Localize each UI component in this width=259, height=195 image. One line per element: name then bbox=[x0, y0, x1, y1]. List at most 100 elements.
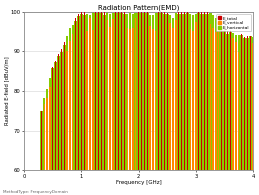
Bar bbox=[137, 13, 140, 170]
Bar bbox=[83, 15, 85, 170]
Bar bbox=[169, 15, 171, 170]
Text: MethodType: FrequencyDomain: MethodType: FrequencyDomain bbox=[3, 190, 67, 194]
Bar bbox=[74, 21, 77, 170]
Bar bbox=[249, 36, 251, 170]
Bar bbox=[149, 26, 151, 170]
Bar bbox=[172, 28, 174, 170]
Bar bbox=[220, 27, 223, 170]
Bar bbox=[81, 12, 82, 170]
Bar bbox=[155, 13, 157, 170]
Bar bbox=[204, 30, 205, 170]
Bar bbox=[252, 37, 254, 170]
Bar bbox=[55, 61, 56, 170]
Bar bbox=[250, 42, 251, 170]
Bar bbox=[227, 44, 228, 170]
Bar bbox=[69, 41, 71, 170]
Bar bbox=[218, 23, 220, 170]
Bar bbox=[141, 24, 142, 170]
Bar bbox=[175, 13, 177, 170]
Bar bbox=[244, 37, 245, 170]
Bar bbox=[203, 14, 206, 170]
Bar bbox=[169, 23, 171, 170]
Bar bbox=[63, 58, 65, 170]
Bar bbox=[61, 61, 62, 170]
Bar bbox=[186, 12, 189, 170]
Bar bbox=[44, 96, 45, 170]
Bar bbox=[46, 98, 48, 170]
Bar bbox=[221, 40, 222, 170]
Bar bbox=[210, 24, 211, 170]
Bar bbox=[106, 20, 108, 170]
Bar bbox=[132, 28, 134, 170]
Bar bbox=[246, 38, 249, 170]
Legend: E_total, E_vertical, E_horizontal: E_total, E_vertical, E_horizontal bbox=[216, 14, 251, 31]
Bar bbox=[143, 13, 146, 170]
Bar bbox=[144, 19, 145, 170]
Bar bbox=[197, 13, 200, 170]
Bar bbox=[155, 31, 156, 170]
Bar bbox=[178, 12, 179, 170]
Bar bbox=[183, 14, 186, 170]
Bar bbox=[66, 36, 68, 170]
Bar bbox=[164, 27, 165, 170]
Bar bbox=[58, 54, 59, 170]
Bar bbox=[57, 56, 60, 170]
Bar bbox=[146, 13, 148, 170]
X-axis label: Frequency [GHz]: Frequency [GHz] bbox=[116, 180, 162, 185]
Bar bbox=[207, 12, 208, 170]
Bar bbox=[135, 18, 136, 170]
Bar bbox=[86, 14, 88, 170]
Bar bbox=[233, 38, 234, 170]
Bar bbox=[240, 35, 243, 170]
Bar bbox=[161, 21, 162, 170]
Bar bbox=[184, 12, 185, 170]
Bar bbox=[221, 25, 222, 170]
Bar bbox=[104, 12, 105, 170]
Bar bbox=[91, 12, 94, 170]
Bar bbox=[58, 66, 59, 170]
Bar bbox=[243, 38, 246, 170]
Bar bbox=[187, 12, 188, 170]
Bar bbox=[223, 27, 226, 170]
Bar bbox=[253, 35, 254, 170]
Bar bbox=[41, 123, 42, 170]
Bar bbox=[69, 28, 71, 170]
Bar bbox=[100, 13, 103, 170]
Bar bbox=[121, 12, 122, 170]
Bar bbox=[235, 42, 237, 170]
Bar bbox=[229, 32, 232, 170]
Bar bbox=[54, 62, 57, 170]
Bar bbox=[41, 111, 42, 170]
Bar bbox=[172, 18, 174, 170]
Bar bbox=[95, 13, 97, 170]
Bar bbox=[112, 19, 113, 170]
Bar bbox=[184, 18, 185, 170]
Bar bbox=[152, 15, 154, 170]
Bar bbox=[160, 13, 163, 170]
Bar bbox=[215, 32, 217, 170]
Bar bbox=[130, 29, 131, 170]
Bar bbox=[124, 26, 125, 170]
Bar bbox=[152, 29, 154, 170]
Bar bbox=[52, 68, 54, 170]
Bar bbox=[204, 12, 205, 170]
Bar bbox=[247, 36, 248, 170]
Bar bbox=[235, 35, 237, 170]
Bar bbox=[49, 87, 51, 170]
Bar bbox=[253, 43, 254, 170]
Bar bbox=[177, 14, 180, 170]
Bar bbox=[44, 104, 45, 170]
Bar bbox=[112, 12, 114, 170]
Bar bbox=[92, 30, 93, 170]
Bar bbox=[178, 29, 179, 170]
Bar bbox=[209, 13, 212, 170]
Bar bbox=[103, 15, 106, 170]
Bar bbox=[121, 24, 122, 170]
Bar bbox=[114, 13, 117, 170]
Bar bbox=[144, 12, 145, 170]
Bar bbox=[164, 12, 165, 170]
Bar bbox=[215, 18, 217, 170]
Bar bbox=[180, 14, 183, 170]
Bar bbox=[238, 52, 240, 170]
Bar bbox=[147, 12, 148, 170]
